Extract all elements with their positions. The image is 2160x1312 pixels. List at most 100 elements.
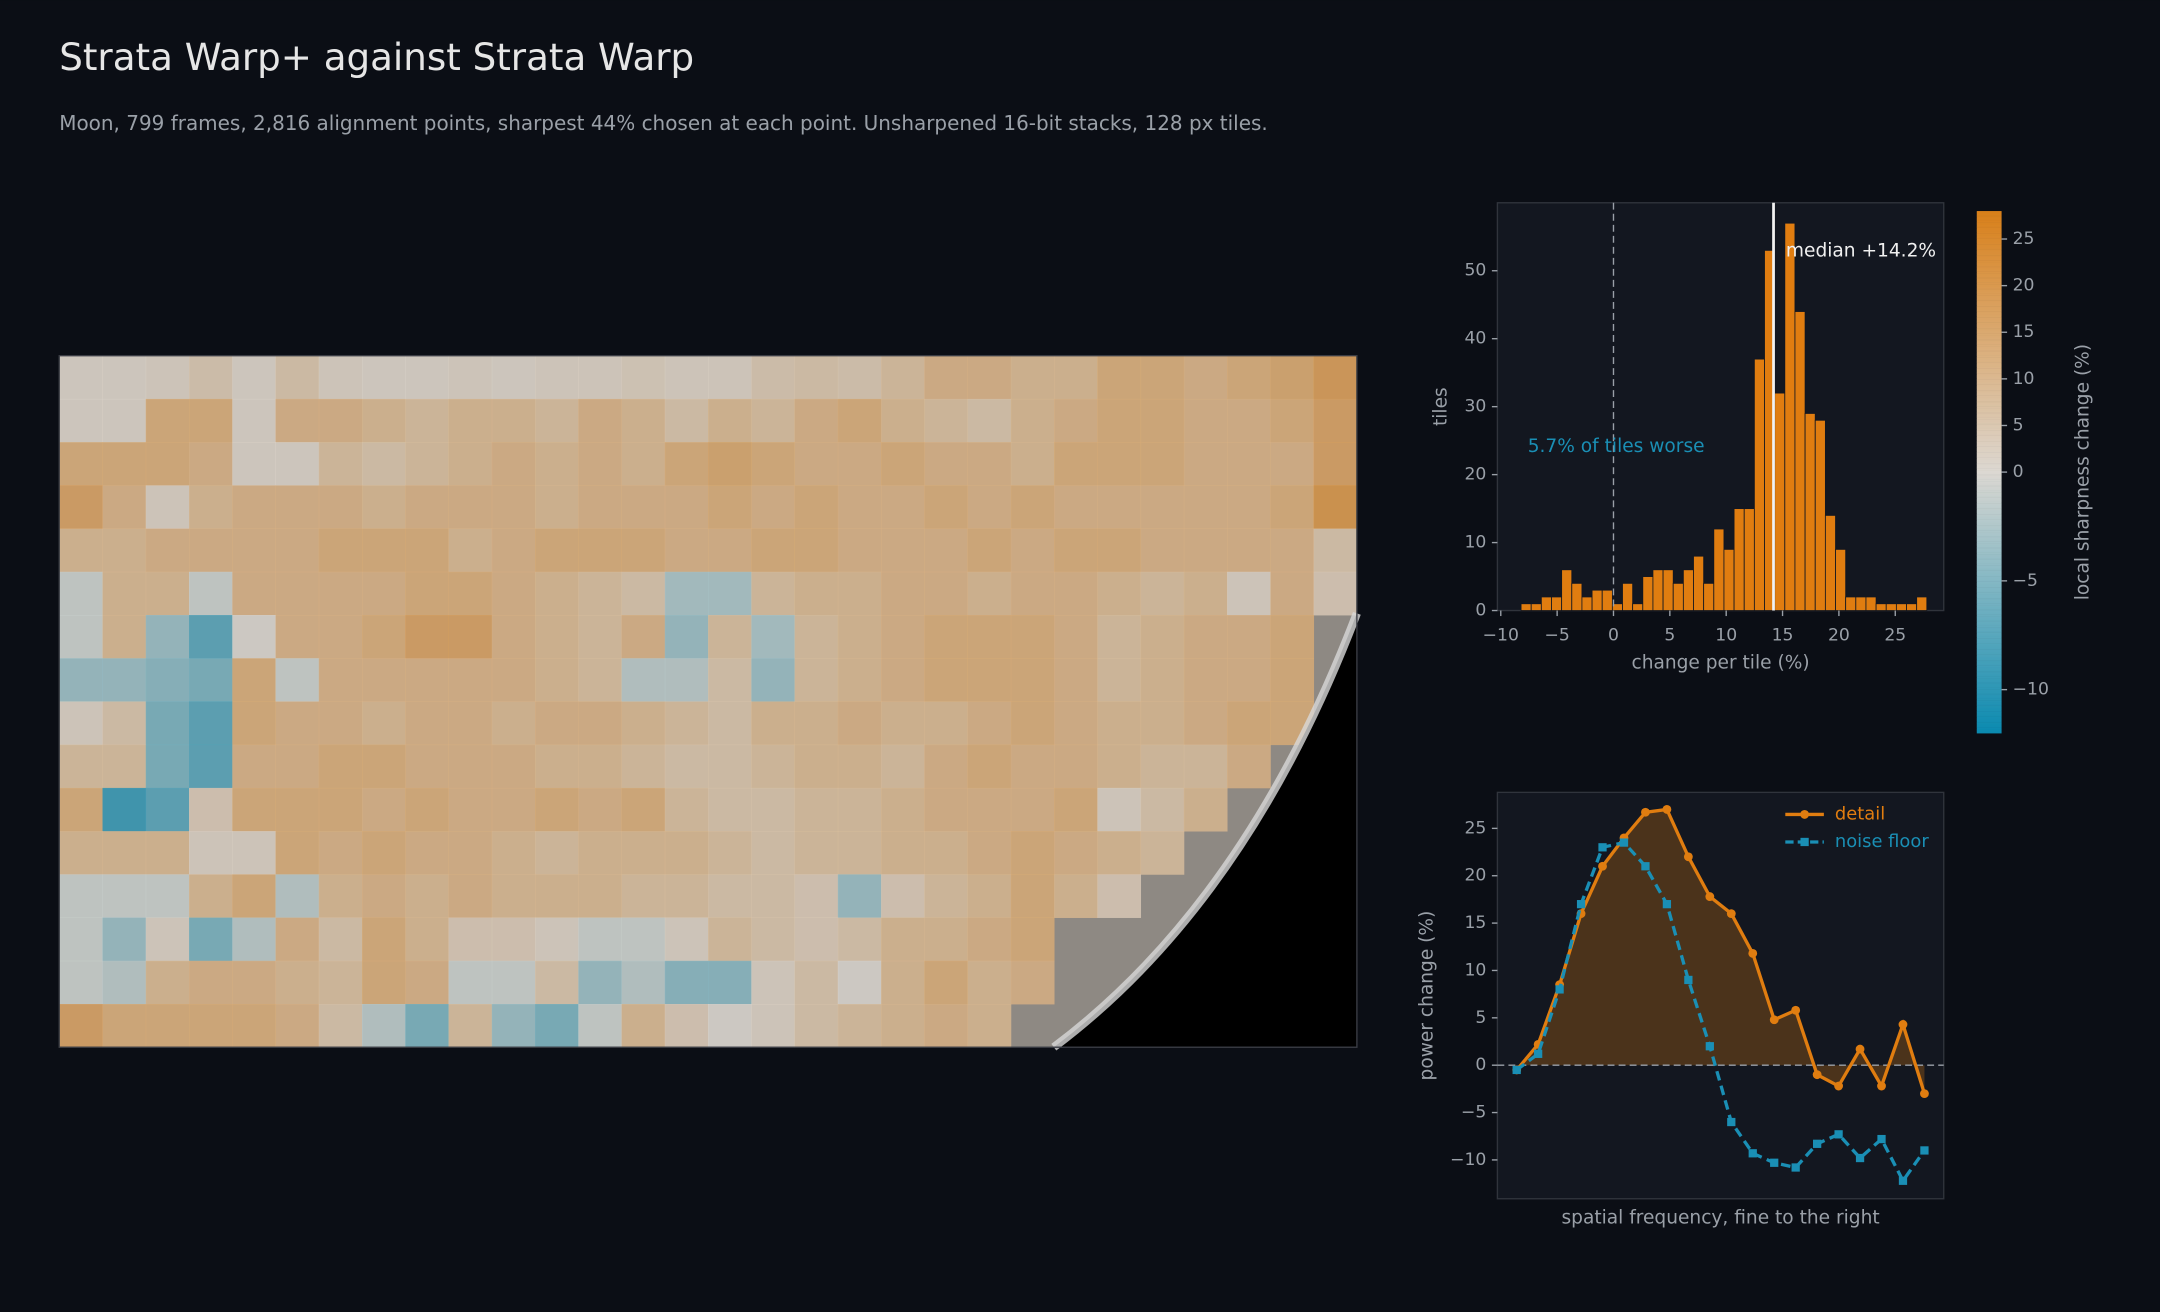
tile bbox=[145, 874, 190, 918]
point bbox=[1920, 1089, 1929, 1099]
colorbar-slice bbox=[1976, 544, 2002, 547]
colorbar-slice bbox=[1976, 355, 2002, 358]
tile bbox=[405, 658, 449, 702]
tile bbox=[535, 658, 579, 702]
colorbar-slice bbox=[1976, 339, 2002, 341]
colorbar-slice bbox=[1976, 577, 2002, 580]
colorbar-slice bbox=[1976, 467, 2002, 469]
tile bbox=[59, 398, 103, 443]
tile bbox=[232, 831, 276, 875]
x-tick-label: 20 bbox=[1828, 625, 1850, 645]
colorbar-slice bbox=[1976, 643, 2002, 646]
y-tick-label: 50 bbox=[1464, 261, 1486, 281]
tile bbox=[837, 442, 882, 486]
tile bbox=[1140, 744, 1185, 789]
tile bbox=[664, 701, 709, 746]
point bbox=[1834, 1130, 1843, 1139]
tile bbox=[448, 398, 493, 443]
hist-bar bbox=[1682, 569, 1694, 611]
tile bbox=[924, 442, 969, 486]
tile bbox=[102, 787, 147, 832]
colorbar-slice bbox=[1976, 716, 2002, 719]
colorbar-slice bbox=[1976, 453, 2002, 456]
colorbar-slice bbox=[1976, 361, 2002, 363]
colorbar-slice bbox=[1976, 315, 2002, 318]
colorbar-slice bbox=[1976, 435, 2002, 438]
colorbar-slice bbox=[1976, 253, 2002, 256]
colorbar-slice bbox=[1976, 230, 2002, 232]
point bbox=[1769, 1015, 1779, 1025]
tile bbox=[448, 874, 493, 918]
tile bbox=[145, 528, 190, 573]
colorbar-slice bbox=[1976, 552, 2002, 555]
colorbar-slice bbox=[1976, 398, 2002, 401]
colorbar-slice bbox=[1976, 687, 2002, 690]
colorbar-slice bbox=[1976, 213, 2002, 216]
tile bbox=[621, 615, 666, 659]
tile bbox=[708, 485, 752, 529]
colorbar-slice bbox=[1976, 635, 2002, 637]
tile bbox=[275, 571, 320, 616]
tile bbox=[967, 528, 1012, 573]
hist-bar bbox=[1855, 596, 1867, 611]
colorbar-tick-label: −10 bbox=[2013, 680, 2049, 700]
tile bbox=[1097, 571, 1142, 616]
tile bbox=[794, 1004, 839, 1048]
colorbar-slice bbox=[1976, 545, 2002, 548]
colorbar-slice bbox=[1976, 245, 2002, 248]
colorbar-slice bbox=[1976, 656, 2002, 658]
tile bbox=[1270, 571, 1315, 616]
colorbar-slice bbox=[1976, 251, 2002, 253]
colorbar-slice bbox=[1976, 431, 2002, 434]
colorbar-slice bbox=[1976, 731, 2002, 734]
hist-bar bbox=[1753, 358, 1765, 611]
colorbar-slice bbox=[1976, 563, 2002, 566]
tile bbox=[578, 615, 622, 659]
colorbar-slice bbox=[1976, 625, 2002, 628]
colorbar-slice bbox=[1976, 409, 2002, 412]
tile bbox=[751, 658, 795, 702]
colorbar-slice bbox=[1976, 282, 2002, 285]
tile bbox=[751, 744, 795, 789]
colorbar-slice bbox=[1976, 589, 2002, 592]
tile bbox=[1097, 442, 1142, 486]
x-tick-label: 5 bbox=[1664, 625, 1675, 645]
colorbar-tick-label: 0 bbox=[2013, 462, 2024, 482]
colorbar-slice bbox=[1976, 468, 2002, 471]
tile bbox=[448, 917, 493, 962]
tile bbox=[794, 744, 839, 789]
tile bbox=[59, 831, 103, 875]
tile bbox=[881, 485, 925, 529]
colorbar-slice bbox=[1976, 318, 2002, 321]
tile bbox=[578, 528, 622, 573]
colorbar-slice bbox=[1976, 275, 2002, 278]
colorbar-slice bbox=[1976, 233, 2002, 235]
tile bbox=[1054, 615, 1098, 659]
tile bbox=[967, 658, 1012, 702]
tile bbox=[448, 831, 493, 875]
colorbar-slice bbox=[1976, 559, 2002, 562]
colorbar-slice bbox=[1976, 543, 2002, 545]
tile bbox=[318, 701, 363, 746]
colorbar-slice bbox=[1976, 654, 2002, 657]
tile bbox=[232, 615, 276, 659]
tile bbox=[362, 701, 406, 746]
colorbar-slice bbox=[1976, 713, 2002, 716]
colorbar-slice bbox=[1976, 706, 2002, 709]
colorbar-slice bbox=[1976, 374, 2002, 377]
colorbar-slice bbox=[1976, 729, 2002, 731]
colorbar-slice bbox=[1976, 457, 2002, 460]
tile bbox=[491, 831, 536, 875]
colorbar-slice bbox=[1976, 427, 2002, 429]
tile bbox=[837, 398, 882, 443]
colorbar-slice bbox=[1976, 522, 2002, 525]
tile bbox=[924, 615, 969, 659]
colorbar-slice bbox=[1976, 324, 2002, 326]
colorbar-slice bbox=[1976, 312, 2002, 315]
colorbar-slice bbox=[1976, 678, 2002, 680]
colorbar-slice bbox=[1976, 296, 2002, 299]
tile bbox=[924, 658, 969, 702]
colorbar-slice bbox=[1976, 724, 2002, 727]
tile bbox=[881, 787, 925, 832]
tile bbox=[491, 701, 536, 746]
